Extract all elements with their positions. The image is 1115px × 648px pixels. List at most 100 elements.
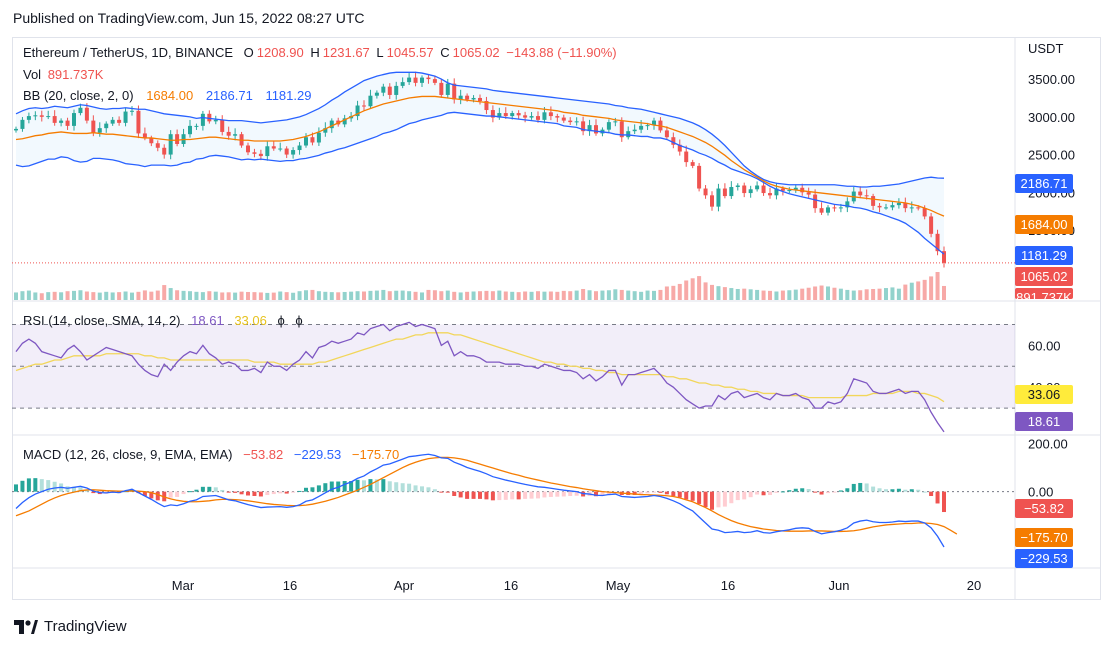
macd-histogram-bar xyxy=(787,490,792,492)
macd-histogram-bar xyxy=(72,486,76,492)
volume-bar xyxy=(97,292,102,300)
macd-histogram-bar xyxy=(664,491,669,495)
volume-bar xyxy=(362,291,366,300)
macd-line xyxy=(15,453,945,548)
volume-bar xyxy=(574,290,579,300)
macd-histogram-bar xyxy=(471,491,476,499)
volume-bar xyxy=(768,290,772,300)
macd-histogram-bar xyxy=(761,491,766,496)
candle-body xyxy=(806,192,811,195)
volume-bar xyxy=(175,290,180,300)
tradingview-brand[interactable]: TradingView xyxy=(14,618,127,635)
rsi-label[interactable]: RSI (14, close, SMA, 14, 2) xyxy=(23,313,181,328)
macd-histogram-bar xyxy=(916,489,921,492)
price-axis-tick: 3500.00 xyxy=(1028,72,1075,87)
candle-body xyxy=(722,188,727,197)
volume-bar xyxy=(645,290,650,300)
macd-histogram-bar xyxy=(200,486,205,492)
rsi-extra-1: ϕ xyxy=(277,313,285,328)
macd-histogram-bar xyxy=(394,482,399,492)
tag-volume: 891.737K xyxy=(1015,288,1073,299)
candle-body xyxy=(568,120,573,123)
ohlc-open-label: O xyxy=(243,45,254,60)
candle-body xyxy=(864,195,869,197)
volume-bar xyxy=(213,291,218,300)
candle-body xyxy=(310,137,315,143)
macd-histogram-bar xyxy=(510,491,515,500)
macd-histogram-bar xyxy=(439,491,444,493)
macd-histogram-bar xyxy=(884,489,888,492)
macd-histogram-bar xyxy=(871,486,876,492)
rsi-ma-value: 33.06 xyxy=(234,313,267,328)
volume-bar xyxy=(497,290,502,300)
volume-bar xyxy=(922,279,927,300)
candle-body xyxy=(407,77,412,83)
symbol-label[interactable]: Ethereum / TetherUS, 1D, BINANCE xyxy=(23,45,234,60)
candle-body xyxy=(542,112,547,120)
candle-body xyxy=(877,205,882,208)
volume-bar xyxy=(155,290,160,300)
volume-bar xyxy=(671,285,676,300)
volume-label[interactable]: Vol xyxy=(23,67,42,82)
volume-bar xyxy=(845,289,850,300)
macd-histogram-bar xyxy=(652,491,656,493)
chart-canvas[interactable]: USDT3500.003000.002500.002000.001500.006… xyxy=(12,37,1100,599)
candle-body xyxy=(780,188,785,191)
candle-body xyxy=(742,185,747,194)
candle-body xyxy=(445,83,450,95)
volume-bar xyxy=(91,292,96,300)
macd-axis-tick: 200.00 xyxy=(1028,436,1068,451)
tag-macd-hist: −53.82 xyxy=(1015,499,1073,518)
macd-histogram-bar xyxy=(368,479,373,492)
candle-body xyxy=(561,117,566,121)
bb-basis-value: 1684.00 xyxy=(146,88,194,103)
volume-bar xyxy=(278,291,283,300)
macd-histogram-bar xyxy=(516,491,521,500)
volume-bar xyxy=(503,291,508,300)
bb-lower-value: 1181.29 xyxy=(265,88,312,103)
macd-histogram-bar xyxy=(84,489,89,492)
candle-body xyxy=(26,116,31,120)
candle-body xyxy=(574,121,579,123)
volume-bar xyxy=(136,291,141,300)
candle-body xyxy=(123,111,128,123)
candle-body xyxy=(677,144,682,152)
volume-bar xyxy=(703,282,708,300)
volume-bar xyxy=(117,292,122,300)
candle-body xyxy=(774,188,779,196)
macd-signal-value: −175.70 xyxy=(351,447,400,462)
candle-body xyxy=(394,85,399,95)
candle-body xyxy=(594,125,598,134)
volume-bar xyxy=(368,290,373,300)
candle-body xyxy=(233,134,238,136)
volume-bar xyxy=(652,290,656,300)
macd-histogram-bar xyxy=(555,491,560,497)
volume-bar xyxy=(46,292,51,300)
macd-histogram-bar xyxy=(297,490,302,492)
macd-histogram-bar xyxy=(774,491,779,493)
rsi-axis-tick: 60.00 xyxy=(1028,338,1061,353)
volume-bar xyxy=(819,285,824,300)
macd-histogram-bar xyxy=(671,491,676,496)
macd-histogram-bar xyxy=(780,491,785,493)
macd-label[interactable]: MACD (12, 26, close, 9, EMA, EMA) xyxy=(23,447,233,462)
volume-bar xyxy=(484,290,489,300)
price-change: −143.88 (−11.90%) xyxy=(506,45,617,60)
volume-bar xyxy=(478,291,482,300)
macd-histogram-bar xyxy=(768,491,772,496)
candle-body xyxy=(729,187,734,197)
candle-body xyxy=(291,150,296,155)
candle-body xyxy=(858,191,863,196)
volume-bar xyxy=(220,292,225,300)
volume-bar xyxy=(536,291,540,300)
macd-histogram-bar xyxy=(851,483,856,492)
bb-label[interactable]: BB (20, close, 2, 0) xyxy=(23,88,134,103)
candle-body xyxy=(832,207,837,209)
candle-body xyxy=(91,120,96,133)
macd-histogram-bar xyxy=(903,489,908,492)
volume-bar xyxy=(626,290,631,300)
candle-body xyxy=(916,207,921,209)
volume-bar xyxy=(639,291,644,300)
candle-body xyxy=(117,119,122,123)
volume-bar xyxy=(310,289,315,300)
